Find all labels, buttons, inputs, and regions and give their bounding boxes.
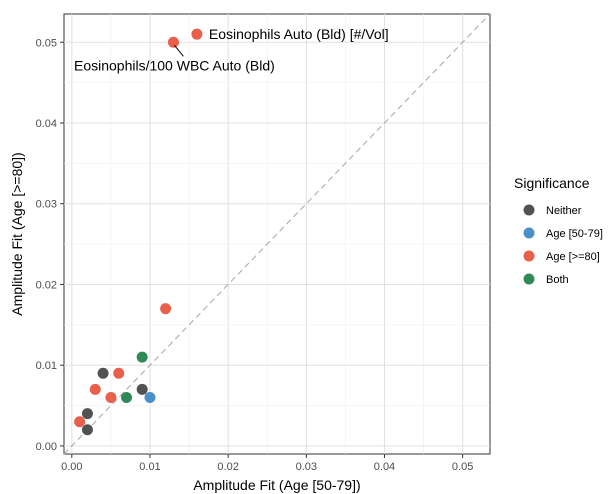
x-tick-label: 0.02 [217, 461, 238, 473]
data-point [97, 367, 109, 379]
data-point [105, 391, 117, 403]
x-tick-label: 0.04 [374, 461, 395, 473]
legend-key [523, 250, 535, 262]
annotation-leader-line [174, 44, 184, 57]
annotations: Eosinophils Auto (Bld) [#/Vol] Eosinophil… [74, 26, 389, 73]
annotation-label: Eosinophils/100 WBC Auto (Bld) [74, 57, 275, 73]
data-point [81, 408, 93, 420]
y-axis-title: Amplitude Fit (Age [>=80]) [9, 152, 25, 315]
x-tick-label: 0.01 [139, 461, 160, 473]
identity-line [63, 13, 491, 455]
legend-label: Neither [546, 205, 582, 217]
legend-label: Age [>=80] [546, 251, 600, 263]
data-point [121, 391, 133, 403]
data-point [167, 36, 179, 48]
legend-key [523, 273, 535, 285]
data-point [191, 28, 203, 40]
data-point [89, 383, 101, 395]
x-tick-label: 0.03 [296, 461, 317, 473]
y-tick-label: 0.01 [36, 360, 57, 372]
x-tick-label: 0.05 [452, 461, 473, 473]
x-axis-title: Amplitude Fit (Age [50-79]) [193, 477, 360, 493]
legend-key [523, 204, 535, 216]
legend: Significance Neither Age [50-79] Age [>=80… [514, 175, 603, 286]
data-point [136, 383, 148, 395]
legend-label: Age [50-79] [546, 228, 603, 240]
data-point [144, 391, 156, 403]
y-tick-label: 0.00 [36, 441, 57, 453]
data-points [74, 28, 203, 436]
y-tick-label: 0.04 [36, 118, 57, 130]
y-tick-label: 0.05 [36, 37, 57, 49]
legend-key [523, 227, 535, 239]
y-tick-label: 0.02 [36, 279, 57, 291]
data-point [81, 424, 93, 436]
grid [64, 14, 490, 454]
y-tick-label: 0.03 [36, 199, 57, 211]
legend-title: Significance [514, 175, 590, 191]
data-point [113, 367, 125, 379]
legend-label: Both [546, 274, 569, 286]
axis-ticks: 0.00 0.01 0.02 0.03 0.04 0.05 0.00 0.01 0.02 0.03… [36, 37, 474, 473]
data-point [136, 351, 148, 363]
data-point [160, 303, 172, 315]
data-point [74, 416, 86, 428]
x-tick-label: 0.00 [61, 461, 82, 473]
annotation-label: Eosinophils Auto (Bld) [#/Vol] [209, 26, 389, 42]
reference-line [63, 13, 491, 455]
